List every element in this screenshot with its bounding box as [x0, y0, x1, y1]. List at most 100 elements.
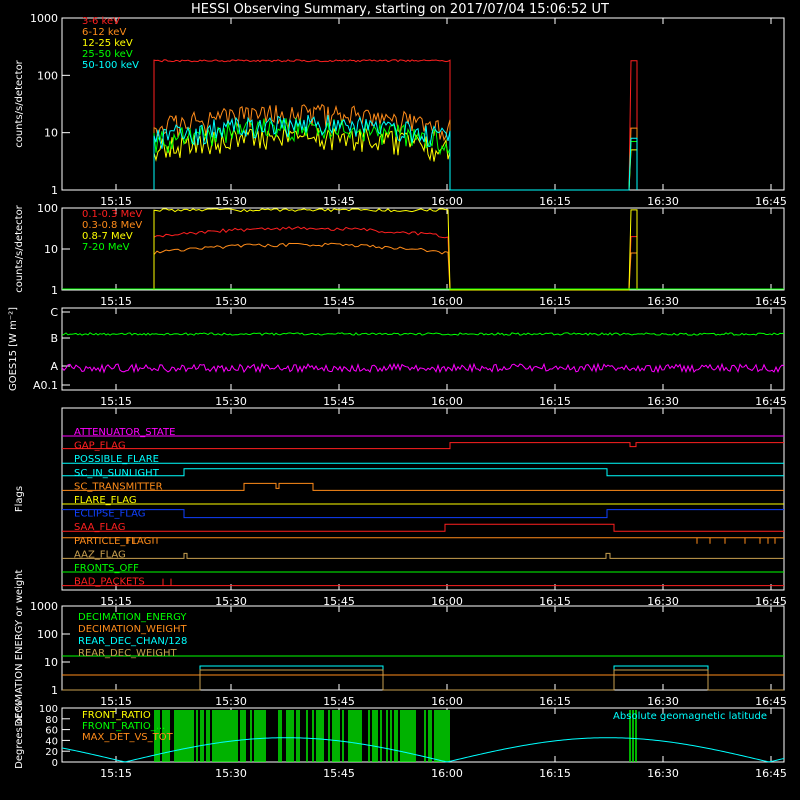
legend-entry: 7-20 MeV	[82, 242, 130, 253]
legend-entry: DECIMATION_WEIGHT	[78, 624, 187, 635]
page-title: HESSI Observing Summary, starting on 201…	[191, 2, 609, 17]
legend-entry: REAR_DEC_CHAN/128	[78, 636, 187, 647]
time-tick-label: 15:30	[215, 695, 247, 708]
time-tick-label: 16:00	[431, 395, 463, 408]
flag-label: ECLIPSE_FLAG	[74, 509, 145, 520]
flag-line-6	[62, 509, 784, 519]
panel-frame-2	[61, 307, 785, 391]
y-axis-label: counts/s/detector	[14, 59, 25, 147]
time-tick-label: 16:45	[755, 295, 787, 308]
time-tick-label: 15:30	[215, 295, 247, 308]
y-tick-label: 1	[51, 684, 58, 697]
y-tick-label: 100	[37, 628, 58, 641]
time-tick-label: 16:15	[539, 395, 571, 408]
y-tick-label: 1	[51, 284, 58, 297]
series-line-3	[153, 117, 638, 191]
flag-label: SC_TRANSMITTER	[74, 481, 163, 492]
legend-entry: 12-25 keV	[82, 38, 133, 49]
time-tick-label: 15:15	[100, 767, 132, 780]
series-line-0	[153, 226, 638, 291]
time-tick-label: 16:00	[431, 195, 463, 208]
y-tick-label: 80	[45, 715, 58, 726]
series-line-1	[153, 103, 638, 191]
flag-label: FRONTS_OFF	[74, 563, 139, 574]
series-line-2	[153, 126, 638, 191]
series-line-1	[153, 242, 638, 291]
time-tick-label: 15:45	[323, 295, 355, 308]
y-tick-label: 100	[37, 202, 58, 215]
panel-frame-5	[61, 707, 785, 763]
time-tick-label: 15:15	[100, 395, 132, 408]
rear-dec-weight-line	[62, 669, 784, 691]
flag-line-4	[62, 482, 784, 491]
time-tick-label: 16:15	[539, 295, 571, 308]
legend-entry: 50-100 keV	[82, 60, 139, 71]
time-tick-label: 16:00	[431, 295, 463, 308]
goes-line-1	[61, 362, 785, 374]
time-tick-label: 16:00	[431, 767, 463, 780]
time-tick-label: 16:15	[539, 695, 571, 708]
legend-entry: 0.3-0.8 MeV	[82, 220, 142, 231]
y-tick-label: 100	[39, 704, 58, 715]
flag-label: GAP_FLAG	[74, 441, 126, 452]
panel-frame-3	[61, 407, 785, 591]
legend-entry: 6-12 keV	[82, 27, 126, 38]
time-tick-label: 16:00	[431, 695, 463, 708]
time-tick-label: 16:30	[647, 767, 679, 780]
time-tick-label: 15:30	[215, 767, 247, 780]
time-tick-label: 16:45	[755, 395, 787, 408]
time-tick-label: 15:45	[323, 395, 355, 408]
time-tick-label: 16:15	[539, 767, 571, 780]
flag-label: FLARE_FLAG	[74, 495, 137, 506]
time-tick-label: 15:15	[100, 295, 132, 308]
series-line-0	[153, 59, 638, 191]
time-tick-label: 15:30	[215, 195, 247, 208]
legend-entry: 0.8-7 MeV	[82, 231, 133, 242]
time-tick-label: 16:15	[539, 595, 571, 608]
time-tick-label: 16:45	[755, 195, 787, 208]
flag-line-9	[62, 552, 784, 559]
time-tick-label: 16:30	[647, 295, 679, 308]
series-line-2	[153, 208, 638, 291]
legend-entry: 25-50 keV	[82, 49, 133, 60]
time-tick-label: 15:30	[215, 595, 247, 608]
y-tick-label: 1	[51, 184, 58, 197]
y-axis-label: Flags	[14, 486, 25, 512]
y-tick-label: 0	[52, 758, 58, 769]
flag-label: POSSIBLE_FLARE	[74, 454, 159, 465]
y-tick-label: 1000	[30, 12, 58, 25]
y-tick-label: 1000	[30, 600, 58, 613]
time-tick-label: 16:30	[647, 395, 679, 408]
legend-entry: 0.1-0.3 MeV	[82, 209, 142, 220]
legend-entry: 3-6 keV	[82, 16, 120, 27]
y-tick-label: 60	[45, 726, 58, 737]
flag-label: AAZ_FLAG	[74, 549, 126, 560]
y-tick-label: B	[50, 332, 58, 345]
y-tick-label: 20	[45, 747, 58, 758]
time-tick-label: 15:30	[215, 395, 247, 408]
legend-entry: FRONT_RATIO	[82, 710, 151, 721]
time-tick-label: 16:45	[755, 595, 787, 608]
legend-entry: MAX_DET_VS_TOT	[82, 732, 174, 743]
time-tick-label: 15:45	[323, 695, 355, 708]
time-tick-label: 15:45	[323, 195, 355, 208]
panel-frame-0	[61, 17, 785, 191]
y-axis-label: DECIMATION ENERGY or weight	[14, 569, 25, 726]
time-tick-label: 15:15	[100, 595, 132, 608]
legend-entry: DECIMATION_ENERGY	[78, 612, 187, 623]
time-tick-label: 15:45	[323, 595, 355, 608]
flag-label: SC_IN_SUNLIGHT	[74, 468, 160, 479]
y-tick-label: 10	[44, 243, 58, 256]
y-tick-label: A0.1	[33, 379, 58, 392]
flag-line-1	[62, 442, 784, 450]
time-tick-label: 16:45	[755, 767, 787, 780]
series-line-4	[153, 114, 638, 191]
y-tick-label: C	[50, 306, 58, 319]
time-tick-label: 15:45	[323, 767, 355, 780]
geomagnetic-latitude-line	[61, 737, 785, 763]
time-tick-label: 15:15	[100, 195, 132, 208]
y-tick-label: 40	[45, 736, 58, 747]
flag-label: SAA_FLAG	[74, 522, 125, 533]
